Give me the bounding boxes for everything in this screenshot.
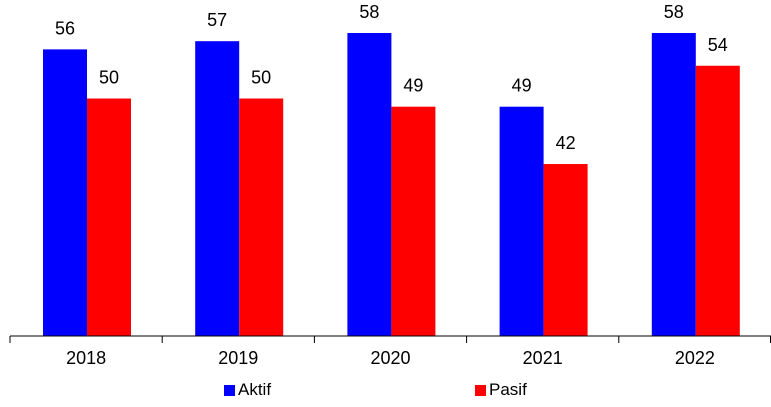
data-label-aktif-2021: 49: [512, 76, 532, 96]
data-label-aktif-2022: 58: [664, 2, 684, 22]
x-axis-tick-labels: 2018 2019 2020 2021 2022: [66, 348, 715, 368]
legend: Aktif Pasif: [0, 380, 771, 400]
data-label-aktif-2019: 57: [207, 10, 227, 30]
data-label-pasif-2022: 54: [708, 35, 728, 55]
data-label-pasif-2019: 50: [251, 68, 271, 88]
data-label-aktif-2020: 58: [359, 2, 379, 22]
bar-aktif-2022: [651, 33, 696, 336]
bar-aktif-2021: [499, 106, 544, 337]
legend-label-aktif: Aktif: [238, 380, 272, 399]
data-labels-group: 56 50 57 50 58 49 49 42 58 54: [55, 2, 728, 153]
bar-pasif-2019: [239, 98, 284, 336]
legend-item-aktif: Aktif: [224, 380, 271, 400]
data-label-pasif-2018: 50: [99, 68, 119, 88]
bar-pasif-2021: [543, 164, 588, 336]
bar-aktif-2020: [347, 33, 392, 336]
bar-pasif-2020: [391, 106, 436, 337]
legend-item-pasif: Pasif: [475, 380, 527, 400]
bar-aktif-2019: [195, 41, 240, 337]
data-label-pasif-2021: 42: [556, 133, 576, 153]
bar-pasif-2018: [87, 98, 131, 336]
bar-aktif-2018: [43, 49, 87, 336]
x-tick-label-2019: 2019: [218, 348, 258, 368]
data-label-aktif-2018: 56: [55, 18, 75, 38]
legend-label-pasif: Pasif: [489, 380, 527, 399]
x-tick-label-2022: 2022: [675, 348, 715, 368]
bars-group: [43, 33, 740, 337]
bar-pasif-2022: [695, 65, 740, 336]
x-tick-label-2021: 2021: [523, 348, 563, 368]
x-axis-ticks: [9, 336, 771, 343]
data-label-pasif-2020: 49: [403, 76, 423, 96]
x-tick-label-2020: 2020: [370, 348, 410, 368]
legend-swatch-aktif: [224, 384, 235, 396]
x-tick-label-2018: 2018: [66, 348, 106, 368]
legend-swatch-pasif: [475, 384, 486, 396]
